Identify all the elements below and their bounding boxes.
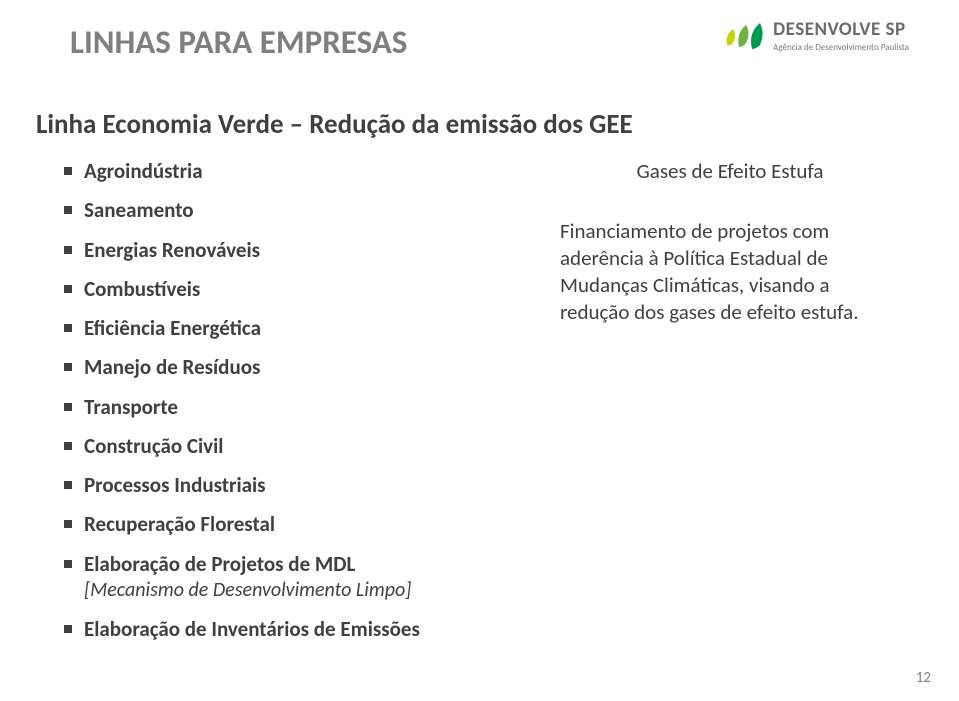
bullet-icon: [64, 442, 72, 450]
bullet-icon: [64, 481, 72, 489]
bullet-icon: [64, 285, 72, 293]
right-body: Financiamento de projetos com aderência …: [560, 218, 900, 326]
bullet-text: Elaboração de Projetos de MDL[Mecanismo …: [84, 551, 411, 603]
list-item: Elaboração de Projetos de MDL[Mecanismo …: [64, 551, 494, 603]
bullet-text: Construção Civil: [84, 433, 223, 459]
list-item: Eficiência Energética: [64, 315, 494, 341]
bullet-icon: [64, 167, 72, 175]
logo-leaves-icon: [723, 21, 765, 51]
page-number: 12: [916, 669, 931, 687]
bullet-text: Combustíveis: [84, 276, 200, 302]
bullet-text: Elaboração de Inventários de Emissões: [84, 616, 420, 642]
logo-tagline: Agência de Desenvolvimento Paulista: [773, 42, 909, 53]
list-item: Manejo de Resíduos: [64, 354, 494, 380]
right-heading: Gases de Efeito Estufa: [560, 158, 900, 184]
bullet-icon: [64, 403, 72, 411]
list-item: Agroindústria: [64, 158, 494, 184]
bullet-icon: [64, 246, 72, 254]
bullet-subtext: [Mecanismo de Desenvolvimento Limpo]: [84, 578, 411, 603]
bullet-text: Saneamento: [84, 197, 194, 223]
bullet-icon: [64, 363, 72, 371]
list-item: Elaboração de Inventários de Emissões: [64, 616, 494, 642]
bullet-text: Eficiência Energética: [84, 315, 261, 341]
bullet-text: Processos Industriais: [84, 472, 266, 498]
bullet-icon: [64, 560, 72, 568]
bullet-icon: [64, 324, 72, 332]
list-item: Transporte: [64, 394, 494, 420]
bullet-text: Agroindústria: [84, 158, 203, 184]
page-title: LINHAS PARA EMPRESAS: [70, 22, 407, 62]
logo-mark: [723, 21, 765, 51]
bullet-text: Recuperação Florestal: [84, 511, 275, 537]
bullet-list: Agroindústria Saneamento Energias Renováve…: [64, 158, 494, 655]
subtitle: Linha Economia Verde – Redução da emissã…: [36, 108, 633, 141]
bullet-icon: [64, 206, 72, 214]
bullet-text: Energias Renováveis: [84, 237, 260, 263]
list-item: Recuperação Florestal: [64, 511, 494, 537]
bullet-text: Transporte: [84, 394, 178, 420]
list-item: Saneamento: [64, 197, 494, 223]
list-item: Energias Renováveis: [64, 237, 494, 263]
bullet-icon: [64, 520, 72, 528]
bullet-icon: [64, 625, 72, 633]
bullet-text: Manejo de Resíduos: [84, 354, 260, 380]
right-column: Gases de Efeito Estufa Financiamento de …: [560, 158, 900, 326]
logo-block: DESENVOLVE SP Agência de Desenvolvimento…: [723, 18, 909, 53]
list-item: Processos Industriais: [64, 472, 494, 498]
list-item: Combustíveis: [64, 276, 494, 302]
logo-name: DESENVOLVE SP: [773, 18, 909, 41]
logo-text: DESENVOLVE SP Agência de Desenvolvimento…: [773, 18, 909, 53]
list-item: Construção Civil: [64, 433, 494, 459]
